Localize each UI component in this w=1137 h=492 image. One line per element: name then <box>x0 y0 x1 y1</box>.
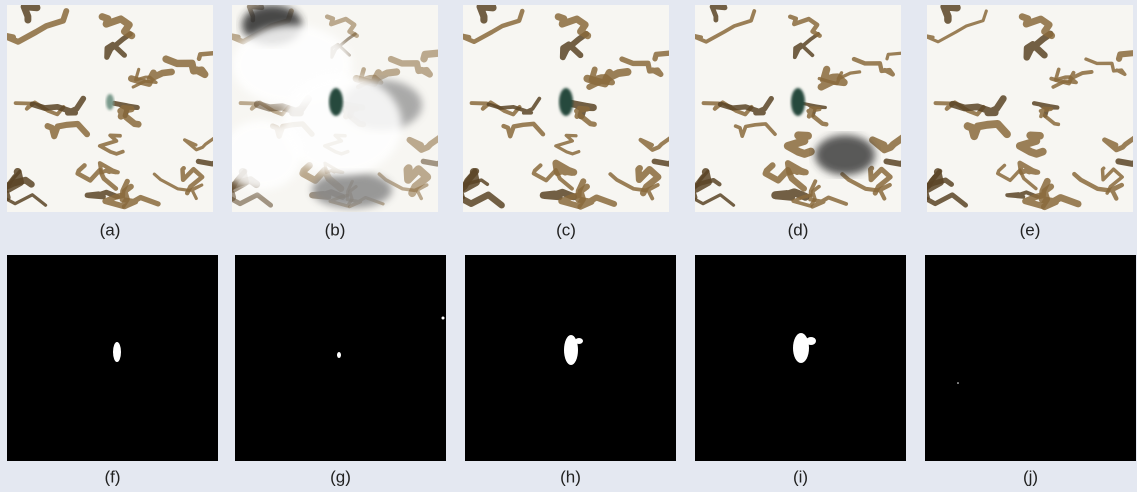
lake <box>329 88 343 116</box>
panel-label: (e) <box>1020 220 1041 239</box>
figure: (a) (b) (c) (d) (e) (f) (g) (h) (i) (j) <box>0 0 1137 492</box>
mask-image <box>235 255 446 461</box>
lake-mask <box>793 333 809 363</box>
lake-mask <box>957 382 959 384</box>
satellite-image <box>919 0 1137 212</box>
lake-mask <box>806 337 816 345</box>
cloud <box>222 120 302 190</box>
lake-mask <box>113 342 121 362</box>
lake-mask <box>575 338 583 344</box>
lake <box>559 88 573 116</box>
background <box>925 255 1136 461</box>
page: (a)(b)(c)(d)(e)(f)(g)(h)(i)(j) (() => { … <box>0 0 1137 492</box>
panel-label: (h) <box>560 467 581 486</box>
mask-image <box>925 255 1136 461</box>
lake <box>791 88 805 116</box>
mask-image <box>465 255 676 461</box>
shadow <box>815 135 875 175</box>
lake <box>106 94 114 110</box>
satellite-image <box>0 0 268 212</box>
panel-label: (a) <box>100 220 121 239</box>
panel-label: (i) <box>793 467 808 486</box>
cloud <box>312 172 392 208</box>
satellite-image <box>687 0 956 212</box>
satellite-image <box>455 0 724 212</box>
mask-image <box>695 255 906 461</box>
background <box>7 255 218 461</box>
panel-label: (c) <box>556 220 576 239</box>
panel-label: (g) <box>330 467 351 486</box>
panel-label: (j) <box>1023 467 1038 486</box>
panel-label: (d) <box>788 220 809 239</box>
panel-label: (b) <box>325 220 346 239</box>
panel-label: (f) <box>104 467 120 486</box>
lake-mask <box>337 352 341 358</box>
lake-mask <box>442 317 445 320</box>
mask-image <box>7 255 218 461</box>
satellite-image <box>222 0 493 212</box>
background <box>235 255 446 461</box>
